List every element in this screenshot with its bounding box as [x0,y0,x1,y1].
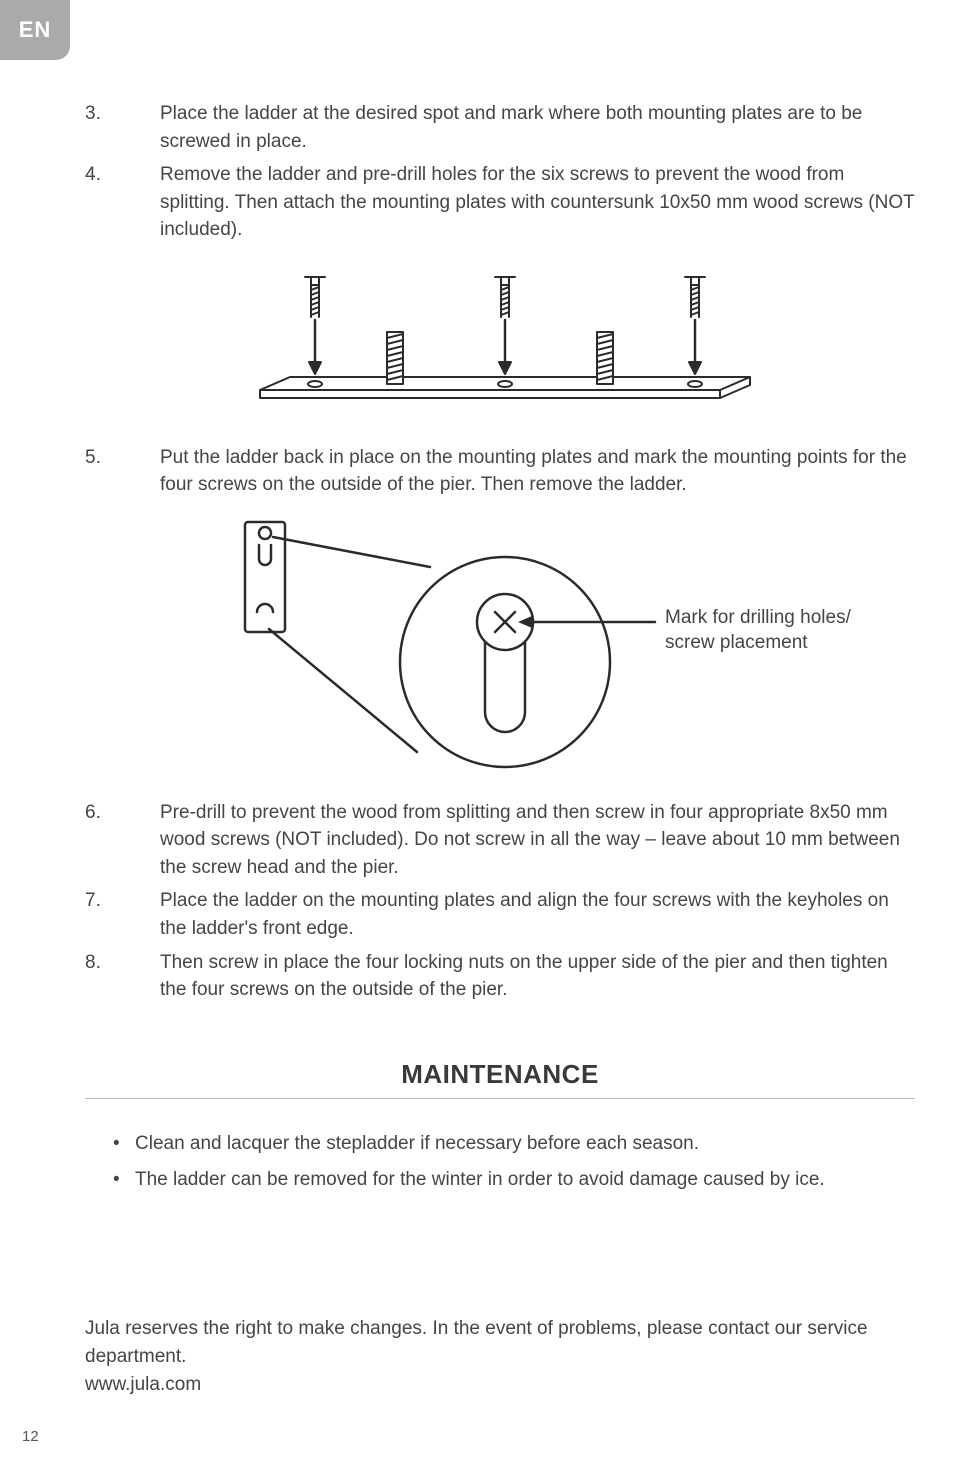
instruction-list: 3. Place the ladder at the desired spot … [85,100,915,244]
step-text: Then screw in place the four locking nut… [160,949,915,1004]
step-text: Remove the ladder and pre-drill holes fo… [160,161,915,244]
step-number: 3. [85,100,160,155]
step-8: 8. Then screw in place the four locking … [85,949,915,1004]
step-text: Place the ladder on the mounting plates … [160,887,915,942]
section-rule [85,1098,915,1099]
page: EN 3. Place the ladder at the desired sp… [0,0,960,1469]
step-text: Pre-drill to prevent the wood from split… [160,799,915,882]
instruction-list-cont: 5. Put the ladder back in place on the m… [85,444,915,499]
maintenance-heading: MAINTENANCE [85,1059,915,1090]
step-text: Place the ladder at the desired spot and… [160,100,915,155]
maintenance-item: The ladder can be removed for the winter… [113,1165,915,1195]
step-number: 4. [85,161,160,244]
footer-line-2: www.jula.com [85,1371,915,1399]
callout-line-2: screw placement [665,630,851,656]
step-number: 6. [85,799,160,882]
step-7: 7. Place the ladder on the mounting plat… [85,887,915,942]
footer-line-1: Jula reserves the right to make changes.… [85,1315,915,1370]
figure-mounting-plate [85,262,915,422]
maintenance-list: Clean and lacquer the stepladder if nece… [113,1129,915,1196]
step-number: 7. [85,887,160,942]
mounting-plate-icon [220,262,780,422]
footer-note: Jula reserves the right to make changes.… [85,1315,915,1398]
content-area: 3. Place the ladder at the desired spot … [85,100,915,1398]
maintenance-item: Clean and lacquer the stepladder if nece… [113,1129,915,1159]
step-6: 6. Pre-drill to prevent the wood from sp… [85,799,915,882]
language-tab-label: EN [19,17,52,43]
figure-keyhole-detail: Mark for drilling holes/ screw placement [85,517,915,777]
language-tab: EN [0,0,70,60]
step-text: Put the ladder back in place on the moun… [160,444,915,499]
step-number: 8. [85,949,160,1004]
step-3: 3. Place the ladder at the desired spot … [85,100,915,155]
callout-line-1: Mark for drilling holes/ [665,605,851,631]
step-5: 5. Put the ladder back in place on the m… [85,444,915,499]
step-number: 5. [85,444,160,499]
step-4: 4. Remove the ladder and pre-drill holes… [85,161,915,244]
page-number: 12 [22,1428,39,1445]
figure-callout: Mark for drilling holes/ screw placement [665,605,851,656]
instruction-list-cont2: 6. Pre-drill to prevent the wood from sp… [85,799,915,1004]
